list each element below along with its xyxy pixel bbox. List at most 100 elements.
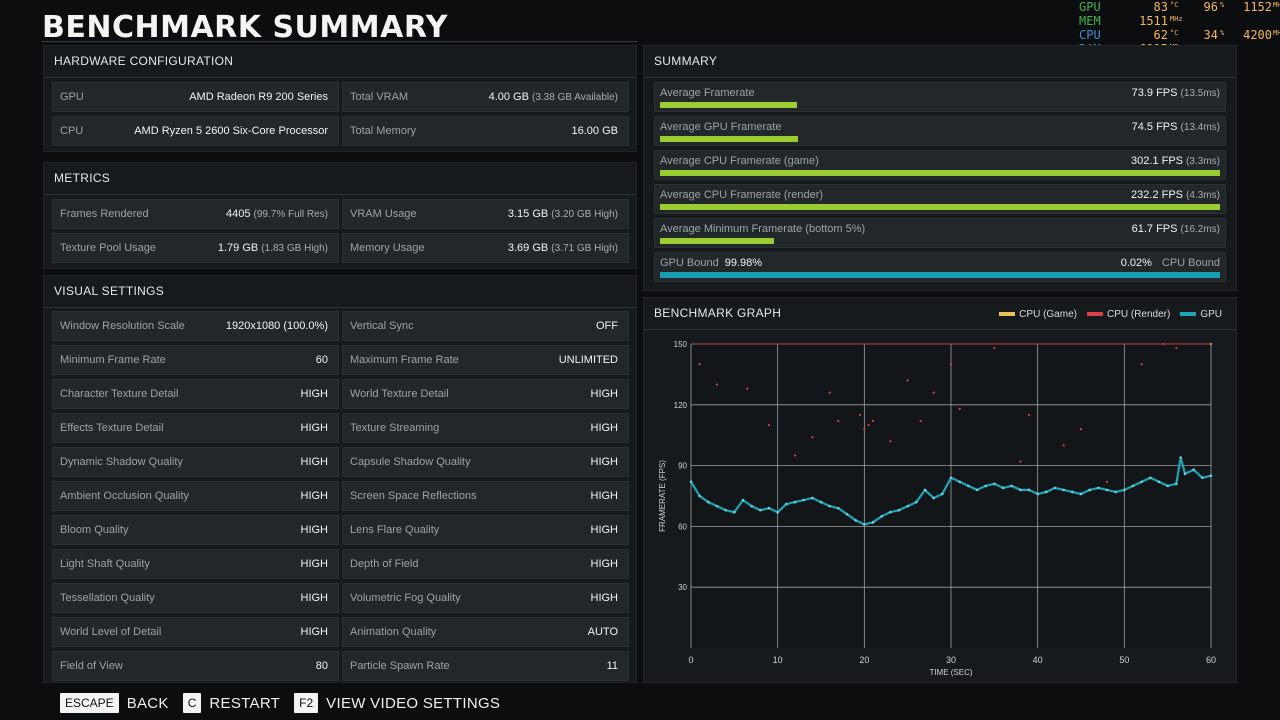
gpu-bound-value: 99.98% [724,257,763,269]
setting-label: Effects Texture Detail [60,422,164,434]
osd-label: MEM [1079,14,1101,28]
data-point-cpu-render [1105,480,1109,483]
data-point-gpu [776,510,779,514]
setting-memory-usage: Memory Usage 3.69 GB (3.71 GB High) [342,233,629,263]
setting-value: AMD Radeon R9 200 Series [189,91,328,103]
data-point-gpu [698,494,701,498]
setting-label: Field of View [60,660,123,672]
summary-frametime: (3.3ms) [1186,156,1220,167]
summary-average-gpu-framerate: Average GPU Framerate 74.5 FPS (13.4ms) [654,116,1226,146]
setting-label: Ambient Occlusion Quality [60,490,189,502]
data-point-gpu [915,500,918,504]
setting-value: HIGH [590,422,619,434]
summary-bar [660,170,1220,176]
setting-ambient-occlusion-quality: Ambient Occlusion Quality HIGH [52,481,339,511]
setting-animation-quality: Animation Quality AUTO [342,617,629,647]
setting-detail: (1.83 GB High) [261,243,328,254]
setting-value: 3.69 GB (3.71 GB High) [507,242,618,254]
setting-world-level-of-detail: World Level of Detail HIGH [52,617,339,647]
setting-texture-pool-usage: Texture Pool Usage 1.79 GB (1.83 GB High) [52,233,339,263]
setting-label: Tessellation Quality [60,592,155,604]
setting-label: Capsule Shadow Quality [350,456,471,468]
footer-controls: ESCAPE BACK C RESTART F2 VIEW VIDEO SETTINGS [60,693,514,715]
data-point-gpu [1045,490,1048,494]
setting-bloom-quality: Bloom Quality HIGH [52,515,339,545]
data-point-gpu [793,500,797,504]
benchmark-graph: 0 10 20 30 40 50 60 30 60 90 120 150 TIME (SEC) FRAME… [658,340,1216,677]
data-point-gpu [863,523,866,526]
legend-label: GPU [1200,309,1222,320]
setting-label: Depth of Field [350,558,419,570]
legend-swatch [999,312,1016,317]
footer-action-restart[interactable]: C RESTART [182,693,294,713]
hardware-panel-title: HARDWARE CONFIGURATION [44,46,636,78]
setting-value: HIGH [300,422,329,434]
data-point-cpu-render [746,387,749,390]
setting-world-texture-detail: World Texture Detail HIGH [342,379,629,409]
summary-gpu-cpu-bound: GPU Bound 99.98% 0.02% CPU Bound [654,252,1226,282]
data-point-gpu [1123,488,1126,492]
summary-bar [660,102,797,108]
setting-label: Light Shaft Quality [60,558,150,570]
setting-vertical-sync: Vertical Sync OFF [342,311,629,341]
key-hint-c[interactable]: C [182,693,202,713]
y-tick-label: 30 [678,583,687,592]
action-label[interactable]: VIEW VIDEO SETTINGS [326,694,501,712]
setting-screen-space-reflections: Screen Space Reflections HIGH [342,481,629,511]
summary-label: Average GPU Framerate [660,121,782,133]
legend-item-cpu-render: CPU (Render) [1077,309,1170,320]
summary-value: 74.5 FPS (13.4ms) [1131,121,1220,133]
setting-value: HIGH [300,592,329,604]
data-point-gpu [1131,484,1135,488]
data-point-gpu [949,476,953,480]
data-point-gpu [828,504,831,508]
footer-action-view-video-settings[interactable]: F2 VIEW VIDEO SETTINGS [294,693,514,713]
key-hint-escape[interactable]: ESCAPE [60,693,119,713]
setting-value: 4405 (99.7% Full Res) [225,208,328,220]
graph-panel: BENCHMARK GRAPH CPU (Game) CPU (Render) GP… [643,297,1237,683]
setting-label: CPU [60,125,84,137]
summary-average-cpu-framerate-game: Average CPU Framerate (game) 302.1 FPS (3… [654,150,1226,180]
key-hint-f2[interactable]: F2 [294,693,319,713]
data-point-gpu [932,496,935,500]
setting-field-of-view: Field of View 80 [52,651,339,681]
x-tick-label: 0 [688,655,693,665]
gpu-bound-bar [660,272,1220,278]
data-point-gpu [1192,468,1195,471]
setting-value: HIGH [590,490,619,502]
data-point-cpu-render [867,423,870,427]
footer-action-back[interactable]: ESCAPE BACK [60,693,183,713]
summary-value: 73.9 FPS (13.5ms) [1131,87,1220,99]
data-point-gpu [1079,492,1083,496]
data-point-gpu [811,496,814,500]
setting-value: HIGH [300,626,329,638]
data-point-cpu-render [811,436,814,439]
osd-value: 1152 [1243,0,1272,14]
setting-value: 1920x1080 (100.0%) [225,320,328,332]
data-point-gpu [837,506,840,510]
data-point-cpu-render [1175,346,1178,350]
osd-unit: MHz [1170,15,1183,23]
setting-value: HIGH [590,558,619,570]
summary-bar-track [660,102,1220,108]
osd-unit: MHz [1273,1,1280,9]
data-point-gpu [767,506,771,510]
setting-label: Total VRAM [350,91,409,103]
legend-label: CPU (Game) [1019,309,1077,320]
data-point-gpu [906,504,909,508]
action-label[interactable]: RESTART [209,694,281,712]
data-point-gpu [1209,474,1213,478]
setting-cpu: CPU AMD Ryzen 5 2600 Six-Core Processor [52,116,339,146]
metrics-panel-title: METRICS [44,163,636,195]
osd-unit: % [1220,29,1225,37]
action-label[interactable]: BACK [126,694,169,712]
setting-dynamic-shadow-quality: Dynamic Shadow Quality HIGH [52,447,339,477]
setting-value: HIGH [300,388,329,400]
data-point-gpu [941,492,944,496]
data-point-gpu [1175,482,1178,486]
osd-unit: % [1220,1,1225,9]
setting-character-texture-detail: Character Texture Detail HIGH [52,379,339,409]
legend-item-gpu: GPU [1170,309,1222,320]
data-point-gpu [1053,486,1057,490]
data-point-gpu [707,500,710,504]
